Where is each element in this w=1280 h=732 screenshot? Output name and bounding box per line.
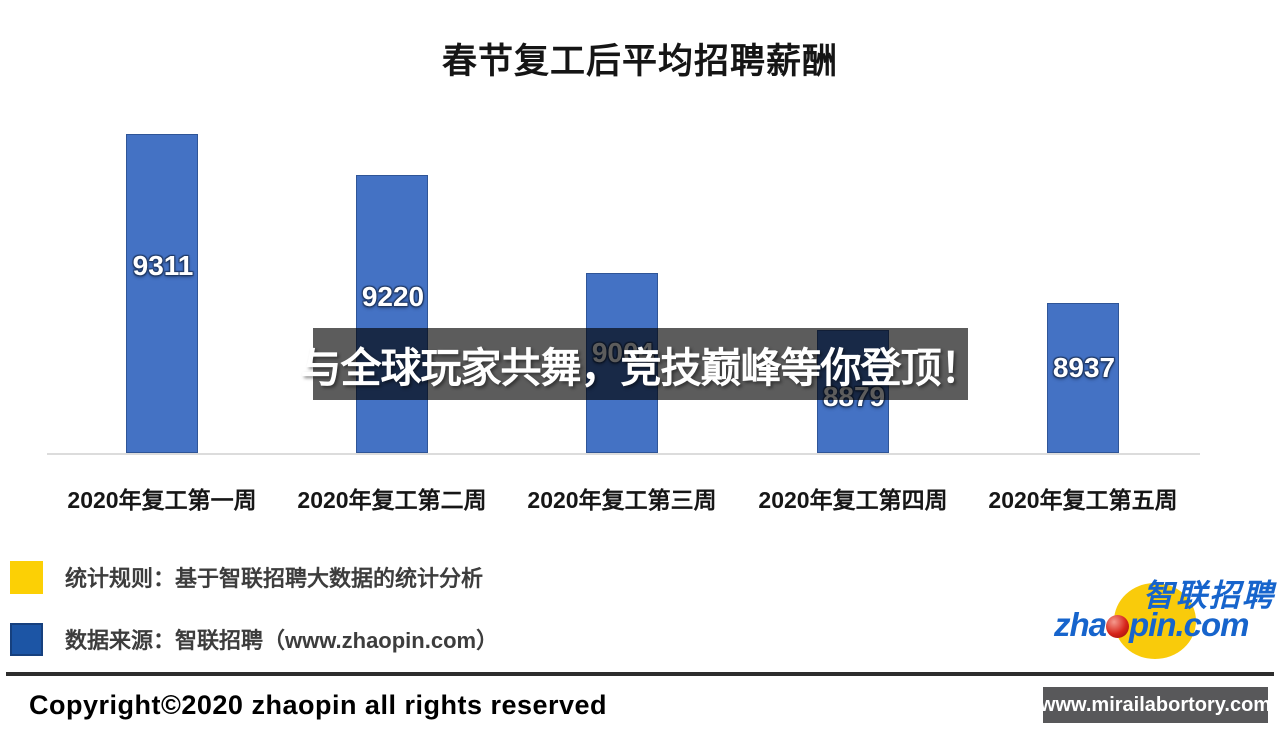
legend-label: 统计规则：基于智联招聘大数据的统计分析 [65, 566, 484, 591]
logo-domain-prefix: zha [1054, 606, 1107, 643]
zhaopin-logo: 智联招聘 zha pin.com [1050, 570, 1275, 665]
legend-swatch-blue [10, 622, 43, 656]
bar: 8937 [1047, 303, 1119, 453]
x-axis-label: 2020年复工第一周 [67, 487, 257, 513]
x-axis-label: 2020年复工第二周 [297, 487, 487, 513]
chart-title: 春节复工后平均招聘薪酬 [441, 42, 838, 81]
site-badge: www.mirailabortory.com [1040, 687, 1271, 723]
x-axis-label: 2020年复工第三周 [527, 487, 717, 513]
logo-red-ball-icon [1106, 615, 1130, 638]
x-axis-line [47, 453, 1200, 455]
x-axis-label: 2020年复工第四周 [758, 487, 948, 513]
legend-item-statistics-rule: 统计规则：基于智联招聘大数据的统计分析 [10, 560, 483, 594]
legend-item-data-source: 数据来源：智联招聘（www.zhaopin.com） [10, 622, 498, 656]
legend-label: 数据来源：智联招聘（www.zhaopin.com） [65, 628, 499, 653]
logo-chinese-text: 智联招聘 [1143, 578, 1275, 613]
footer-divider [6, 672, 1274, 676]
bar: 9220 [356, 175, 428, 453]
watermark-banner: 与全球玩家共舞，竞技巅峰等你登顶！ [301, 328, 982, 400]
bar-value-label: 9311 [132, 250, 194, 281]
legend-swatch-yellow [10, 560, 43, 594]
logo-domain-text: zha pin.com [1054, 606, 1250, 644]
x-axis-label: 2020年复工第五周 [988, 487, 1178, 513]
copyright-text: Copyright©2020 zhaopin all rights reserv… [29, 690, 608, 720]
logo-domain-suffix: pin.com [1129, 606, 1250, 643]
bar-value-label: 9220 [361, 281, 425, 312]
bar: 9311 [126, 134, 198, 453]
bar-value-label: 8937 [1052, 352, 1116, 383]
